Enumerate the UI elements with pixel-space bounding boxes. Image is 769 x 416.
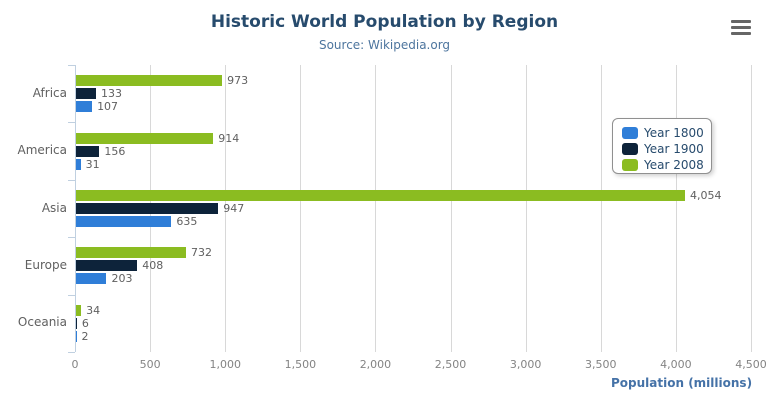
legend-label: Year 1900 (644, 141, 704, 156)
x-axis-tick-label: 2,500 (434, 358, 467, 371)
chart-subtitle: Source: Wikipedia.org (318, 38, 451, 52)
x-axis-tick-label: 3,000 (509, 358, 542, 371)
bar-value-label: 34 (86, 303, 101, 317)
bar-oceania-year-2008[interactable] (76, 304, 82, 316)
category-axis-tick (68, 65, 75, 66)
x-axis-title: Population (millions) (611, 376, 753, 390)
bar-value-label: 107 (97, 100, 119, 114)
gridline (450, 65, 452, 352)
bar-value-label: 6 (81, 316, 89, 330)
bar-value-label: 2 (81, 329, 89, 343)
x-axis-tick-label: 500 (139, 358, 161, 371)
bar-africa-year-1800[interactable] (76, 101, 93, 113)
bar-europe-year-2008[interactable] (76, 247, 186, 259)
category-label: Europe (24, 257, 67, 272)
bar-value-label: 408 (142, 259, 164, 273)
legend-symbol (622, 142, 638, 155)
category-axis-tick (68, 352, 75, 353)
legend-item-year-2008[interactable]: Year 2008 (622, 157, 711, 172)
category-axis-tick (68, 122, 75, 124)
bar-oceania-year-1900[interactable] (76, 317, 77, 329)
x-axis-tick-label: 0 (71, 358, 79, 371)
bar-asia-year-2008[interactable] (76, 190, 685, 201)
bar-africa-year-2008[interactable] (76, 75, 223, 87)
x-axis-tick-label: 4,000 (660, 358, 692, 371)
gridline (675, 65, 677, 352)
legend-symbol (622, 158, 638, 171)
bar-africa-year-1900[interactable] (76, 88, 96, 100)
legend-label: Year 2008 (644, 157, 704, 172)
bar-value-label: 4,054 (690, 189, 722, 202)
bar-america-year-2008[interactable] (76, 132, 214, 144)
gridline (751, 65, 752, 352)
x-axis-tick-label: 3,500 (585, 358, 617, 371)
bar-oceania-year-1800[interactable] (76, 330, 77, 342)
hamburger-bar (731, 26, 751, 29)
bar-europe-year-1900[interactable] (76, 260, 138, 272)
category-axis-tick (68, 179, 75, 181)
bar-america-year-1900[interactable] (76, 145, 100, 157)
bar-value-label: 973 (227, 74, 249, 88)
x-axis-tick-label: 4,500 (735, 358, 767, 371)
legend-item-year-1900[interactable]: Year 1900 (622, 141, 711, 156)
bar-value-label: 31 (85, 157, 100, 171)
bar-asia-year-1900[interactable] (76, 203, 219, 214)
legend-label: Year 1800 (644, 125, 704, 140)
category-label: Africa (32, 85, 67, 100)
bar-value-label: 156 (104, 144, 126, 158)
x-axis-tick-label: 1,500 (284, 358, 317, 371)
x-axis-tick-label: 1,000 (209, 358, 241, 371)
bar-europe-year-1800[interactable] (76, 273, 107, 285)
legend-item-year-1800[interactable]: Year 1800 (622, 125, 711, 140)
bar-value-label: 914 (218, 131, 240, 145)
category-axis-line (75, 65, 76, 352)
category-axis-tick (68, 294, 75, 296)
bar-value-label: 947 (223, 202, 245, 215)
gridline (525, 65, 527, 352)
bar-value-label: 635 (176, 215, 198, 228)
category-label: America (17, 143, 68, 158)
legend[interactable]: Year 1800 Year 1900 Year 2008 (612, 118, 712, 174)
gridline (375, 65, 377, 352)
bar-value-label: 203 (111, 272, 133, 286)
gridline (225, 65, 227, 352)
bar-value-label: 732 (190, 246, 212, 260)
gridline (300, 65, 302, 352)
bar-america-year-1800[interactable] (76, 158, 81, 170)
category-label: Asia (41, 200, 67, 215)
gridline (600, 65, 602, 352)
legend-symbol (622, 126, 638, 139)
hamburger-bar (731, 32, 751, 35)
category-label: Oceania (17, 315, 67, 330)
x-axis-tick-label: 2,000 (359, 358, 392, 371)
hamburger-bar (731, 20, 751, 23)
category-axis-tick (68, 237, 75, 239)
chart-title: Historic World Population by Region (210, 12, 559, 32)
bar-asia-year-1800[interactable] (76, 216, 172, 227)
bar-value-label: 133 (100, 87, 122, 101)
hamburger-menu-icon[interactable] (731, 20, 751, 38)
